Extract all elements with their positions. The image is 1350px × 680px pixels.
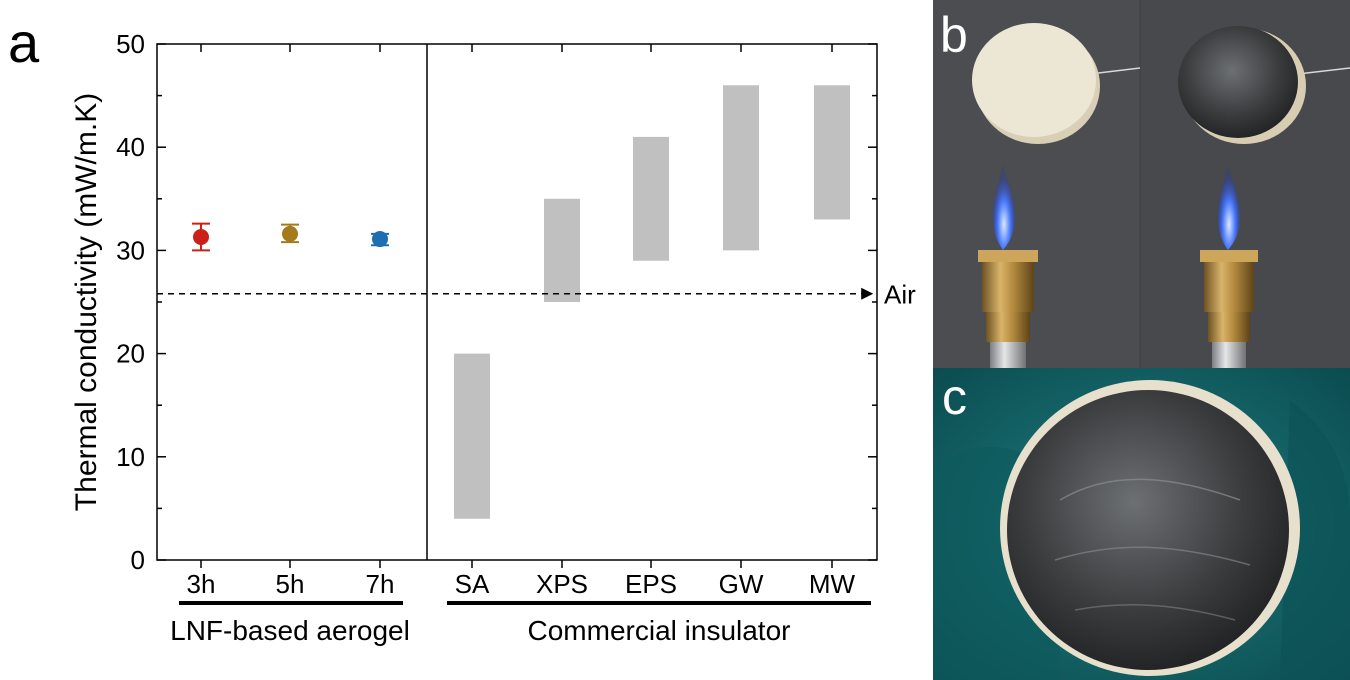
x-tick-label: 5h: [276, 569, 305, 599]
x-tick-label: GW: [719, 569, 764, 599]
x-tick-label: 3h: [187, 569, 216, 599]
y-tick-label: 50: [116, 29, 145, 59]
y-axis: 0 10 20 30 40 50: [116, 29, 877, 575]
range-bar-eps: [633, 136, 669, 261]
range-bar-sa: [454, 353, 490, 519]
flame-right: [1200, 165, 1258, 368]
air-label: Air: [884, 280, 916, 310]
x-tick-label: SA: [455, 569, 490, 599]
insulator-ranges: [454, 85, 850, 519]
x-axis: 3h 5h 7h SA XPS EPS GW MW: [187, 44, 856, 599]
x-tick-label: 7h: [366, 569, 395, 599]
y-tick-label: 40: [116, 132, 145, 162]
chart-panel: a 0 10 20 30 40 50 3h 5h 7h SA XPS EPS GW MW Thermal…: [8, 11, 916, 646]
range-bar-mw: [814, 85, 850, 220]
x-tick-label: MW: [809, 569, 856, 599]
sample-disc-white: [972, 23, 1141, 144]
data-point-5h: [281, 223, 299, 244]
panel-label-a: a: [8, 11, 40, 74]
point-marker: [372, 231, 388, 248]
point-marker: [282, 225, 298, 242]
y-axis-title: Thermal conductivity (mW/m.K): [70, 93, 103, 511]
y-tick-label: 0: [131, 545, 145, 575]
y-tick-label: 20: [116, 339, 145, 369]
panel-label-b: b: [940, 7, 968, 63]
group-label-aerogel: LNF-based aerogel: [170, 615, 410, 646]
panel-label-c: c: [942, 369, 967, 425]
point-marker: [193, 228, 209, 245]
plot-frame: [156, 43, 878, 561]
data-point-7h: [371, 231, 389, 248]
sample-disc-charred: [1178, 26, 1350, 144]
aerogel-points: [192, 222, 389, 252]
x-tick-label: XPS: [536, 569, 588, 599]
flame-left: [978, 165, 1038, 368]
y-tick-label: 10: [116, 442, 145, 472]
charred-disc: [1007, 390, 1289, 670]
data-point-3h: [192, 222, 210, 252]
range-bar-xps: [544, 198, 580, 302]
group-label-commercial: Commercial insulator: [528, 615, 791, 646]
x-tick-label: EPS: [625, 569, 677, 599]
range-bar-gw: [723, 85, 759, 251]
y-tick-label: 30: [116, 235, 145, 265]
photo-panel-c: c: [933, 368, 1350, 680]
photo-panel-b: b: [933, 0, 1350, 368]
